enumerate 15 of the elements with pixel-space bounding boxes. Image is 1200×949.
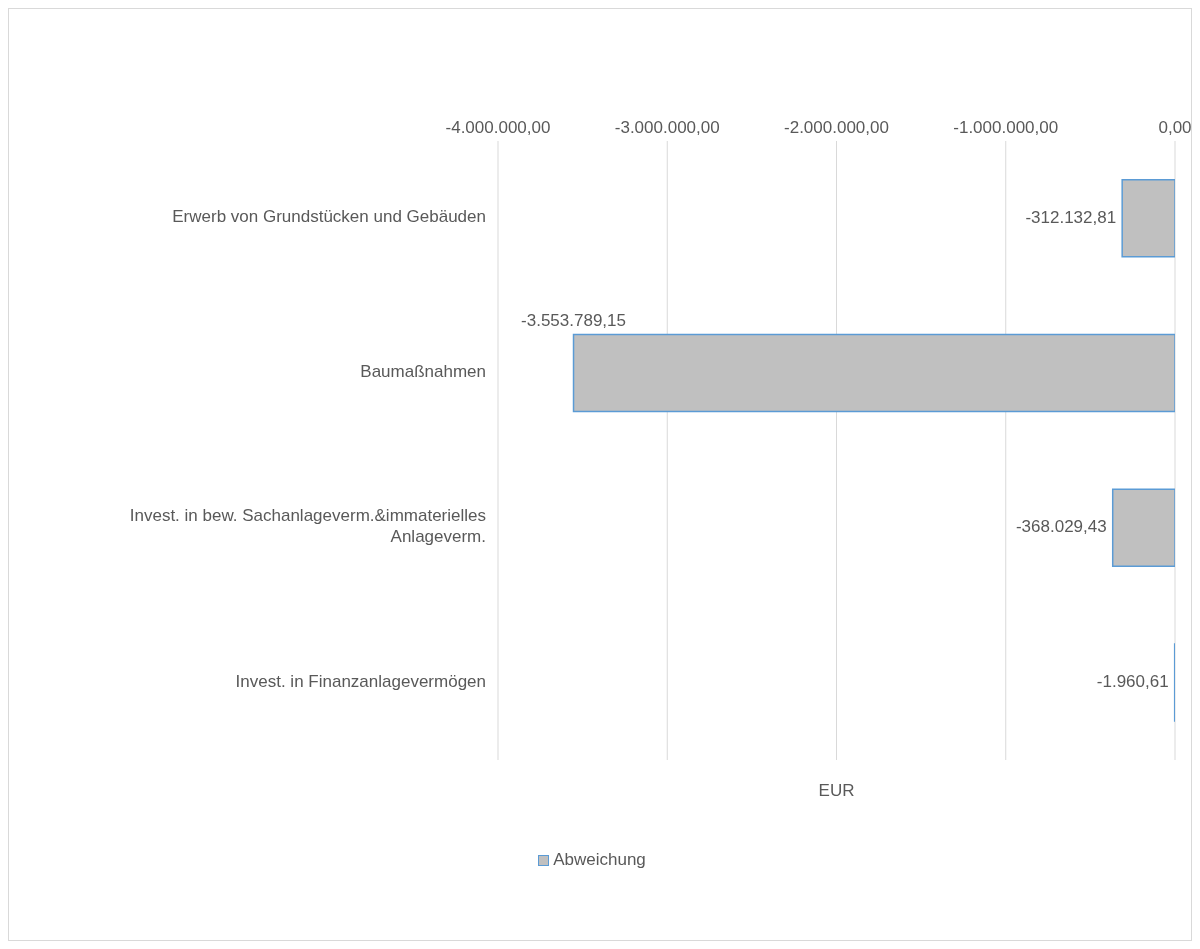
data-label: -3.553.789,15: [521, 311, 626, 331]
x-tick-label: -1.000.000,00: [953, 118, 1059, 137]
y-tick-label: Invest. in Finanzanlagevermögen: [235, 672, 486, 692]
y-tick-label: Baumaßnahmen: [360, 362, 486, 382]
data-label: -1.960,61: [1096, 671, 1169, 691]
y-tick-label: Invest. in bew. Sachanlageverm.&immaterielles Anlageverm.: [129, 506, 486, 547]
x-tick-label: 0,00: [1158, 118, 1192, 137]
legend-label: Abweichung: [553, 850, 646, 870]
data-label: -368.029,43: [1015, 517, 1107, 537]
x-axis-title: EUR: [817, 781, 856, 801]
y-tick-label: Erwerb von Grundstücken und Gebäuden: [172, 207, 486, 227]
x-tick-label: -2.000.000,00: [784, 118, 889, 137]
data-label: -312.132,81: [1025, 207, 1117, 227]
x-tick-label: -3.000.000,00: [614, 118, 720, 137]
x-tick-label: -4.000.000,00: [445, 118, 551, 137]
